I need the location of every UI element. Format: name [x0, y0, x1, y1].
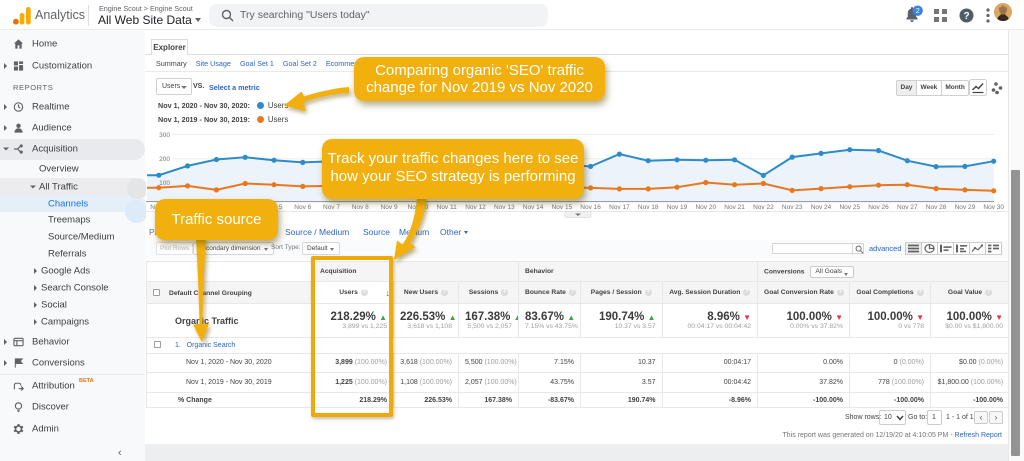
- svg-text:Nov 14: Nov 14: [523, 204, 544, 211]
- svg-text:Nov 22: Nov 22: [753, 204, 774, 211]
- svg-text:Nov 25: Nov 25: [839, 204, 860, 211]
- svg-text:Nov 6: Nov 6: [294, 204, 311, 211]
- svg-text:Nov 27: Nov 27: [897, 204, 918, 211]
- svg-text:Nov 8: Nov 8: [352, 204, 369, 211]
- svg-text:200: 200: [159, 156, 170, 163]
- svg-text:?: ?: [963, 11, 969, 22]
- svg-text:100: 100: [159, 180, 170, 187]
- svg-text:Nov 20: Nov 20: [695, 204, 716, 211]
- svg-text:Nov 30: Nov 30: [983, 204, 1004, 211]
- svg-text:Nov 11: Nov 11: [437, 204, 457, 211]
- svg-text:Nov 16: Nov 16: [580, 204, 601, 211]
- svg-text:Nov 23: Nov 23: [782, 204, 803, 211]
- svg-text:Nov 26: Nov 26: [868, 204, 889, 211]
- svg-text:Nov 9: Nov 9: [381, 204, 398, 211]
- svg-text:300: 300: [159, 132, 170, 139]
- svg-text:Nov 17: Nov 17: [609, 204, 630, 211]
- svg-text:2: 2: [916, 6, 920, 15]
- svg-text:Nov 19: Nov 19: [667, 204, 688, 211]
- svg-text:Nov 24: Nov 24: [811, 204, 832, 211]
- svg-text:Nov 15: Nov 15: [552, 204, 573, 211]
- svg-text:Nov 29: Nov 29: [955, 204, 976, 211]
- svg-text:Nov 12: Nov 12: [465, 204, 486, 211]
- svg-text:Nov 18: Nov 18: [638, 204, 659, 211]
- svg-text:Nov 21: Nov 21: [724, 204, 745, 211]
- svg-text:Nov 7: Nov 7: [323, 204, 340, 211]
- svg-text:Nov 13: Nov 13: [494, 204, 515, 211]
- svg-text:Nov 28: Nov 28: [926, 204, 947, 211]
